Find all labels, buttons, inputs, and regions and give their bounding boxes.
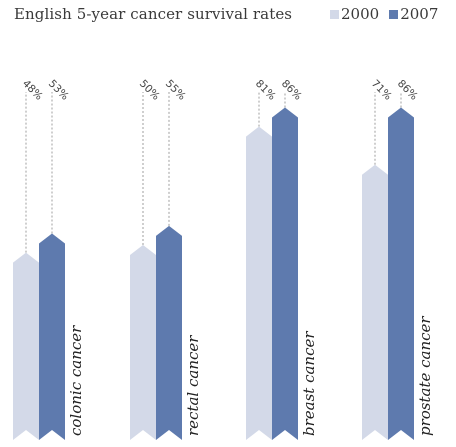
- category-label-4: prostate cancer: [416, 316, 434, 436]
- legend-label-2000: 2000: [341, 5, 380, 23]
- data-label-2007-3: 86%: [279, 78, 304, 103]
- data-label-2000-1: 48%: [20, 78, 45, 103]
- bar-2007-2: [156, 225, 182, 440]
- bar-2007-1: [39, 233, 65, 440]
- bar-2000-2: [130, 245, 156, 440]
- legend-item-2000: 2000: [330, 5, 379, 23]
- category-label-1: colonic cancer: [67, 325, 85, 436]
- bar-2007-4: [388, 107, 414, 440]
- data-label-2007-2: 55%: [163, 78, 188, 103]
- bar-2000-4: [362, 164, 388, 440]
- category-label-3: breast cancer: [300, 331, 318, 436]
- chart-title: English 5-year cancer survival rates: [14, 5, 293, 23]
- data-label-2000-4: 71%: [369, 78, 394, 103]
- data-label-2000-3: 81%: [253, 78, 278, 103]
- data-label-2007-1: 53%: [46, 78, 71, 103]
- legend-label-2007: 2007: [400, 5, 439, 23]
- legend-swatch-2007: [389, 9, 399, 19]
- legend-swatch-2000: [330, 9, 339, 19]
- data-label-2007-4: 86%: [395, 78, 420, 103]
- bar-2000-3: [246, 126, 272, 440]
- category-label-2: rectal cancer: [184, 335, 202, 436]
- bar-2007-3: [272, 107, 298, 440]
- legend-item-2007: 2007: [389, 5, 438, 23]
- data-label-2000-2: 50%: [137, 78, 162, 103]
- legend: 2000 2007: [330, 5, 444, 23]
- bar-2000-1: [13, 252, 39, 440]
